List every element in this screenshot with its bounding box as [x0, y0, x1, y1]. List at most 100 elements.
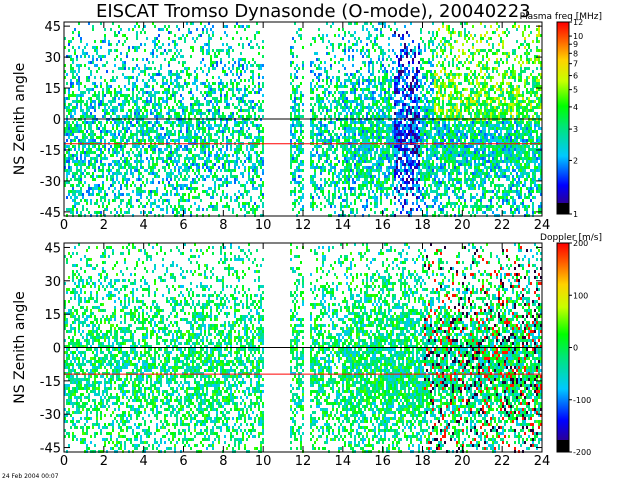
- heatmap-cell: [316, 187, 318, 190]
- heatmap-cell: [128, 46, 130, 49]
- heatmap-cell: [110, 130, 112, 133]
- heatmap-cell: [414, 148, 416, 151]
- heatmap-cell: [294, 127, 296, 130]
- heatmap-cell: [318, 100, 320, 103]
- heatmap-cell: [120, 163, 122, 166]
- heatmap-cell: [214, 187, 216, 190]
- heatmap-cell: [364, 136, 366, 139]
- heatmap-cell: [210, 37, 212, 40]
- heatmap-cell: [354, 154, 356, 157]
- heatmap-cell: [68, 166, 70, 169]
- heatmap-cell: [354, 139, 356, 142]
- heatmap-cell: [328, 52, 330, 55]
- heatmap-cell: [64, 169, 66, 172]
- heatmap-cell: [296, 55, 298, 58]
- heatmap-cell: [394, 103, 396, 106]
- heatmap-cell: [406, 148, 408, 151]
- heatmap-cell: [332, 172, 334, 175]
- heatmap-cell: [126, 76, 128, 79]
- heatmap-cell: [160, 73, 162, 76]
- heatmap-cell: [260, 187, 262, 190]
- heatmap-cell: [242, 46, 244, 49]
- heatmap-cell: [148, 79, 150, 82]
- heatmap-cell: [330, 184, 332, 187]
- heatmap-cell: [334, 151, 336, 154]
- heatmap-cell: [294, 88, 296, 91]
- heatmap-cell: [124, 178, 126, 181]
- heatmap-cell: [294, 40, 296, 43]
- heatmap-cell: [334, 190, 336, 193]
- heatmap-cell: [188, 133, 190, 136]
- heatmap-cell: [186, 172, 188, 175]
- heatmap-cell: [190, 211, 192, 214]
- heatmap-cell: [122, 148, 124, 151]
- heatmap-cell: [406, 112, 408, 115]
- heatmap-cell: [110, 133, 112, 136]
- heatmap-cell: [330, 64, 332, 67]
- heatmap-cell: [106, 178, 108, 181]
- heatmap-cell: [312, 202, 314, 205]
- heatmap-cell: [294, 112, 296, 115]
- heatmap-cell: [336, 163, 338, 166]
- heatmap-cell: [74, 205, 76, 208]
- heatmap-cell: [344, 115, 346, 118]
- heatmap-cell: [132, 181, 134, 184]
- heatmap-cell: [394, 175, 396, 178]
- heatmap-cell: [234, 121, 236, 124]
- heatmap-cell: [342, 106, 344, 109]
- heatmap-cell: [186, 157, 188, 160]
- heatmap-cell: [230, 196, 232, 199]
- heatmap-cell: [168, 163, 170, 166]
- heatmap-cell: [380, 85, 382, 88]
- heatmap-cell: [180, 187, 182, 190]
- heatmap-cell: [384, 25, 386, 28]
- heatmap-cell: [214, 106, 216, 109]
- heatmap-cell: [218, 154, 220, 157]
- heatmap-cell: [296, 97, 298, 100]
- heatmap-cell: [414, 112, 416, 115]
- heatmap-cell: [290, 130, 292, 133]
- heatmap-cell: [214, 52, 216, 55]
- heatmap-cell: [68, 151, 70, 154]
- heatmap-cell: [388, 79, 390, 82]
- heatmap-cell: [422, 88, 424, 91]
- heatmap-cell: [184, 112, 186, 115]
- heatmap-cell: [76, 130, 78, 133]
- heatmap-cell: [72, 208, 74, 211]
- heatmap-cell: [346, 145, 348, 148]
- heatmap-cell: [416, 70, 418, 73]
- heatmap-cell: [416, 73, 418, 76]
- heatmap-cell: [404, 154, 406, 157]
- heatmap-cell: [148, 73, 150, 76]
- heatmap-cell: [104, 64, 106, 67]
- heatmap-cell: [210, 187, 212, 190]
- heatmap-cell: [420, 67, 422, 70]
- heatmap-cell: [192, 94, 194, 97]
- heatmap-cell: [392, 211, 394, 214]
- heatmap-cell: [408, 73, 410, 76]
- heatmap-cell: [422, 130, 424, 133]
- heatmap-cell: [118, 160, 120, 163]
- heatmap-cell: [424, 94, 426, 97]
- heatmap-cell: [90, 193, 92, 196]
- heatmap-cell: [142, 181, 144, 184]
- heatmap-cell: [412, 208, 414, 211]
- heatmap-cell: [328, 109, 330, 112]
- heatmap-cell: [214, 55, 216, 58]
- heatmap-cell: [414, 85, 416, 88]
- heatmap-cell: [314, 190, 316, 193]
- heatmap-cell: [374, 97, 376, 100]
- heatmap-cell: [140, 178, 142, 181]
- heatmap-cell: [398, 130, 400, 133]
- heatmap-cell: [382, 184, 384, 187]
- heatmap-cell: [90, 157, 92, 160]
- heatmap-cell: [422, 127, 424, 130]
- heatmap-cell: [398, 73, 400, 76]
- heatmap-cell: [368, 160, 370, 163]
- heatmap-cell: [426, 106, 428, 109]
- heatmap-cell: [66, 97, 68, 100]
- heatmap-cell: [144, 133, 146, 136]
- heatmap-cell: [234, 106, 236, 109]
- heatmap-cell: [290, 190, 292, 193]
- heatmap-cell: [260, 151, 262, 154]
